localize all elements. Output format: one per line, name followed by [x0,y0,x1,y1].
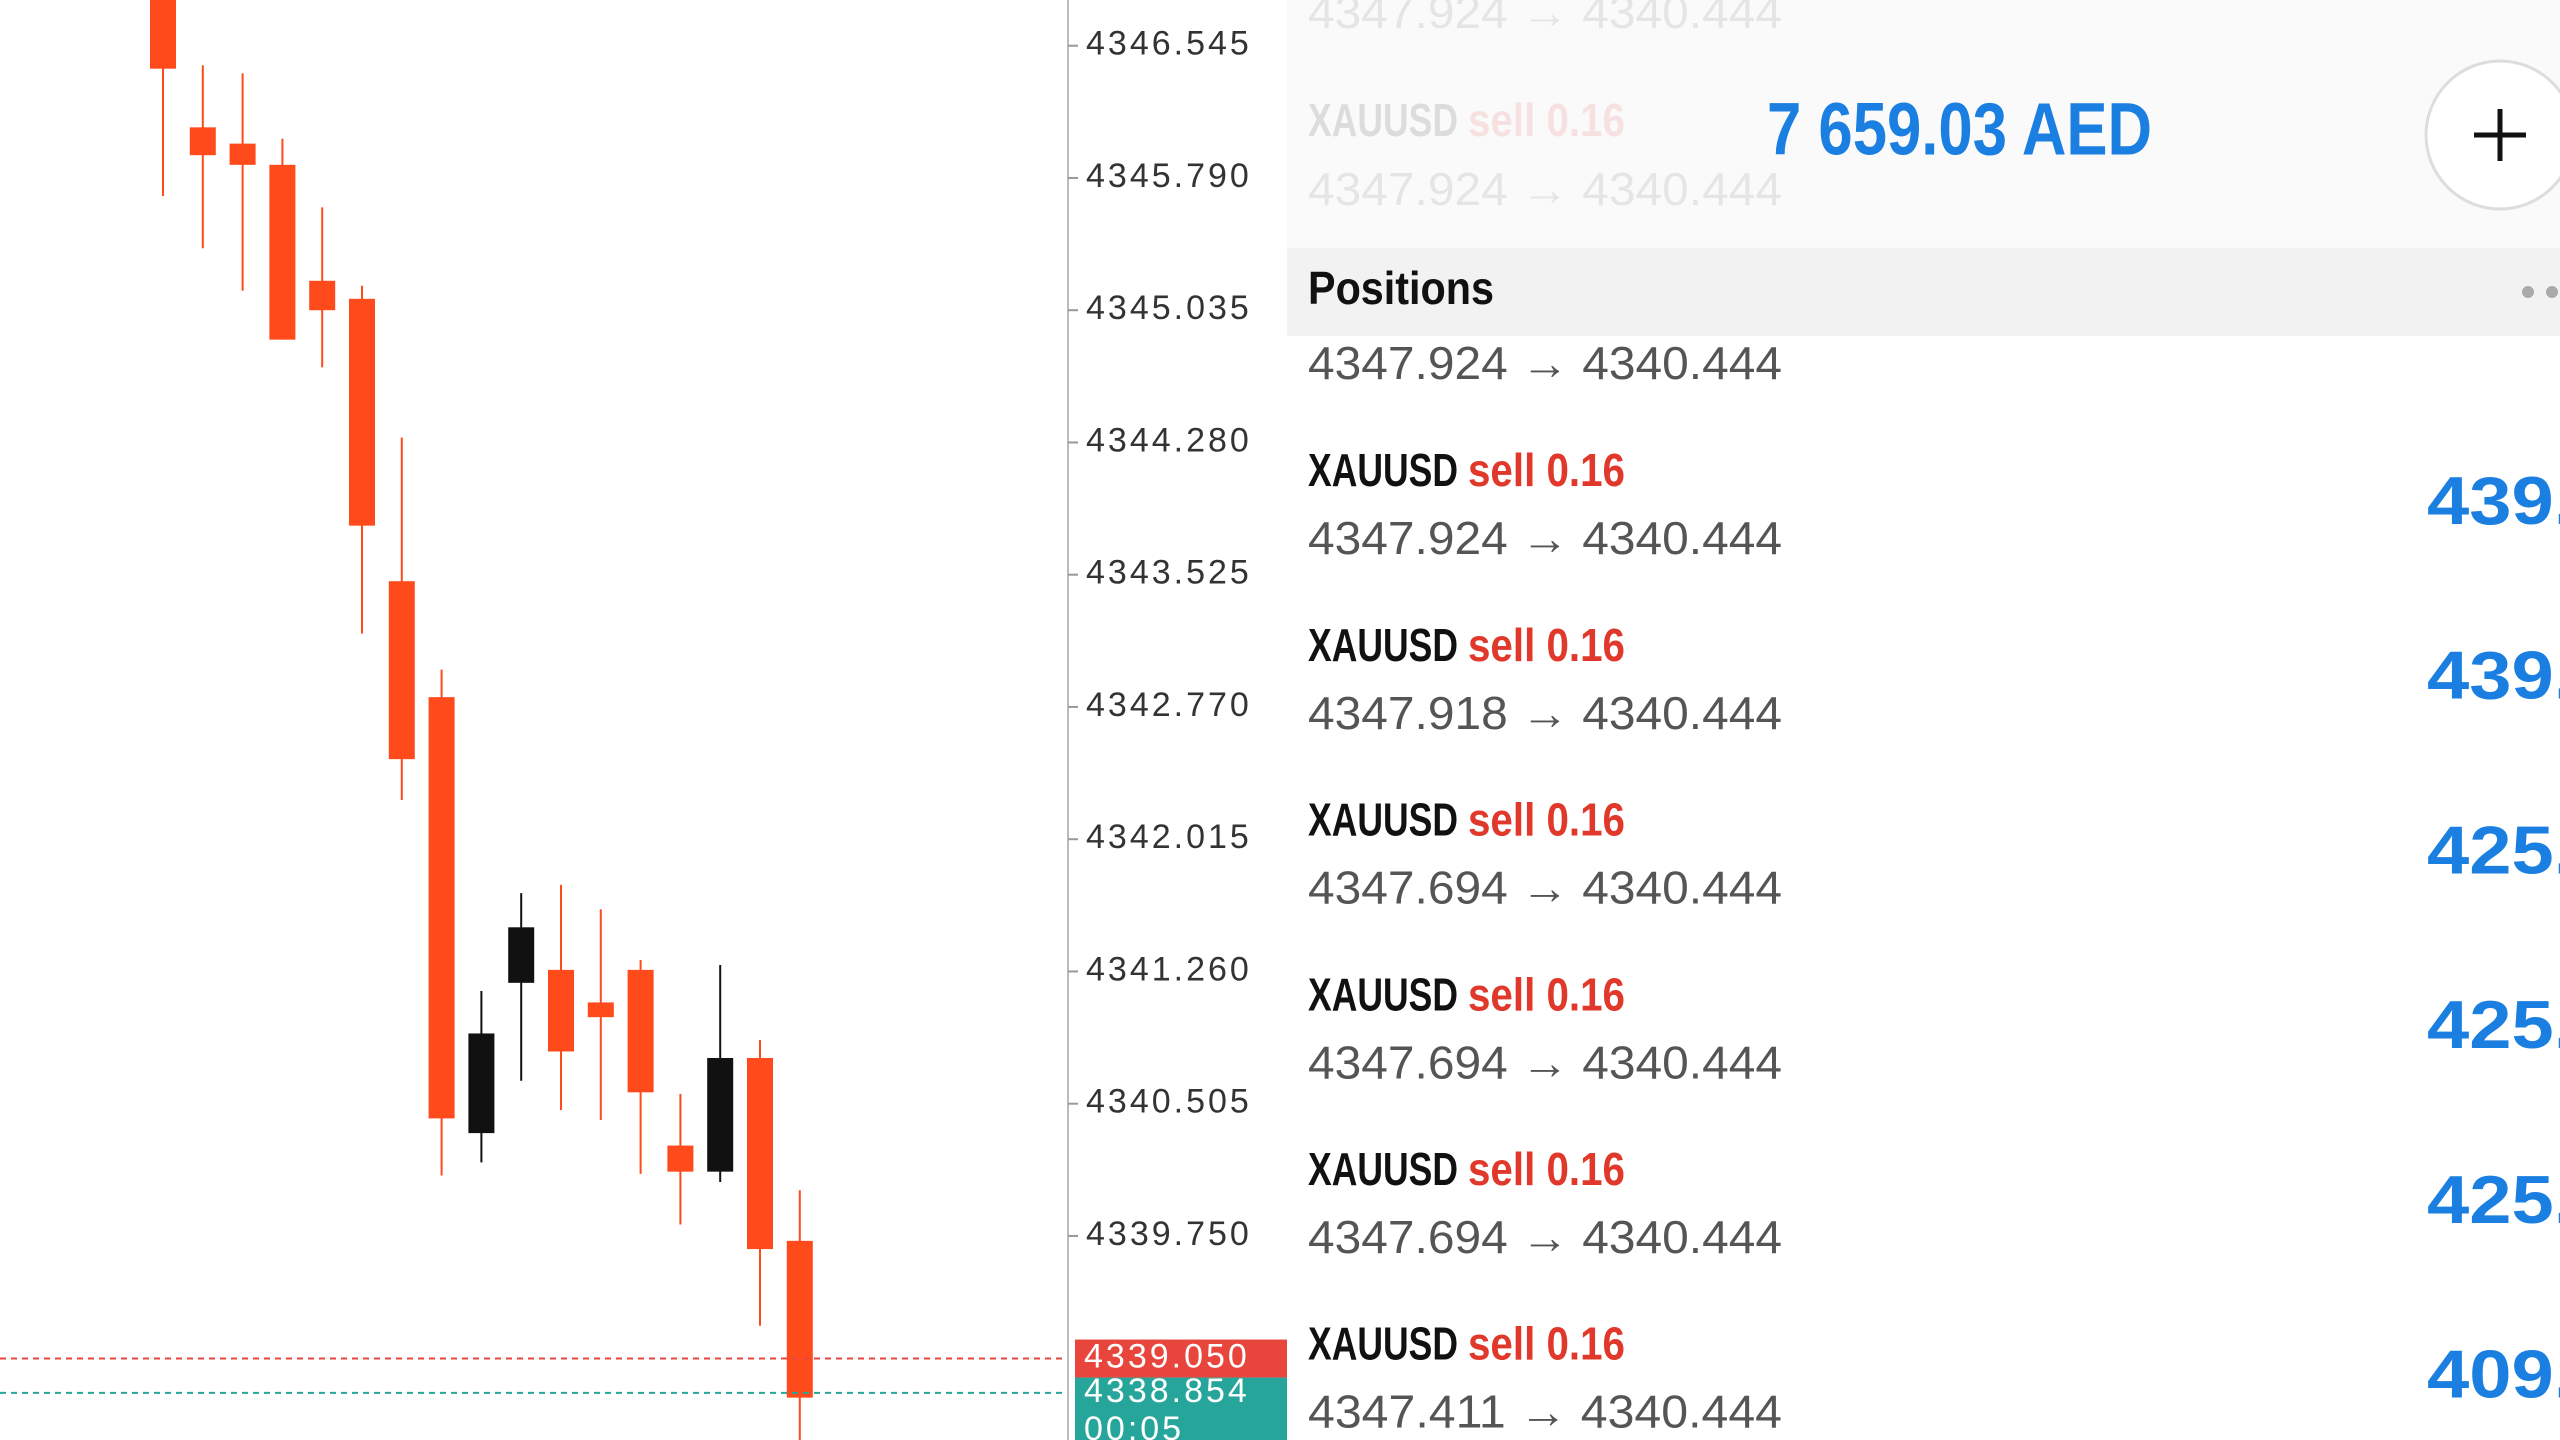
y-tick-label: 4342.770 [1086,686,1252,724]
ghost-list: 4347.924 → 4340.444 XAUUSD sell 0.16 4347.9… [1308,0,1782,215]
ghost-prices: 4347.924 → 4340.444 [1308,0,1782,38]
candle-body [627,969,654,1093]
position-profit: 425.9 [2427,987,2560,1063]
position-profit: 409.3 [2427,1336,2560,1412]
price-tag-label: 4339.050 [1084,1338,1250,1376]
y-tick-label: 4343.525 [1086,554,1252,592]
y-tick-label: 4344.280 [1086,421,1252,459]
candle-body [508,927,535,983]
position-profit: 439.1 [2427,638,2560,714]
position-symbol: XAUUSD [1308,444,1458,496]
position-symbol: XAUUSD [1308,794,1458,846]
price-tag [1075,1377,1287,1440]
ghost-symbol: XAUUSD [1308,94,1458,146]
ghost-side: sell 0.16 [1468,94,1625,146]
menu-dot [2546,286,2558,298]
position-prices: 4347.924 → 4340.444 [1308,337,1782,389]
position-prices: 4347.924 → 4340.444 [1308,512,1782,564]
candle-body [150,0,176,69]
y-tick-label: 4342.015 [1086,818,1252,856]
candle-body [587,1002,614,1018]
position-symbol: XAUUSD [1308,1318,1458,1370]
candle-body [667,1145,694,1172]
candle-body [707,1057,734,1172]
position-profit: 439.4 [2427,463,2560,539]
candle-body [309,280,336,311]
candle-body [269,164,296,340]
candle-body [189,127,216,156]
y-tick-label: 4346.545 [1086,25,1252,63]
candle-body [349,298,375,526]
candle-body [428,697,455,1119]
position-side: sell 0.16 [1468,794,1625,846]
position-symbol: XAUUSD [1308,619,1458,671]
position-prices: 4347.694 → 4340.444 [1308,862,1782,914]
position-side: sell 0.16 [1468,444,1625,496]
position-side: sell 0.16 [1468,1318,1625,1370]
balance: 7 659.03 AED [1767,88,2152,171]
y-tick-label: 4341.260 [1086,950,1252,988]
y-tick-label: 4340.505 [1086,1083,1252,1121]
position-symbol: XAUUSD [1308,968,1458,1020]
position-prices: 4347.694 → 4340.444 [1308,1211,1782,1263]
ghost-prices: 4347.924 → 4340.444 [1308,163,1782,215]
candle-body [388,581,415,760]
position-side: sell 0.16 [1468,1143,1625,1195]
candle-body [468,1033,495,1134]
position-profit: 425.9 [2427,1162,2560,1238]
bar-timer: 00:05 [1084,1410,1184,1440]
y-tick-label: 4339.750 [1086,1215,1252,1253]
position-prices: 4347.918 → 4340.444 [1308,687,1782,739]
y-tick-label: 4345.790 [1086,157,1252,195]
candle-body [229,143,256,165]
chart [0,0,1068,1440]
candle-body [548,969,574,1052]
y-tick-label: 4345.035 [1086,289,1252,327]
position-symbol: XAUUSD [1308,1143,1458,1195]
candle-body [747,1057,773,1250]
section-bar [1287,248,2560,336]
position-prices: 4347.411 → 4340.444 [1308,1386,1782,1438]
position-side: sell 0.16 [1468,619,1625,671]
price-tag [1075,1339,1287,1378]
header [1287,0,2560,248]
price-tag-label: 4338.854 [1084,1372,1250,1410]
position-side: sell 0.16 [1468,968,1625,1020]
position-prices: 4347.694 → 4340.444 [1308,1036,1782,1088]
candle-body [786,1240,813,1398]
section-title: Positions [1308,262,1494,314]
position-profit: 425.9 [2427,812,2560,888]
menu-dot[interactable] [2522,286,2534,298]
